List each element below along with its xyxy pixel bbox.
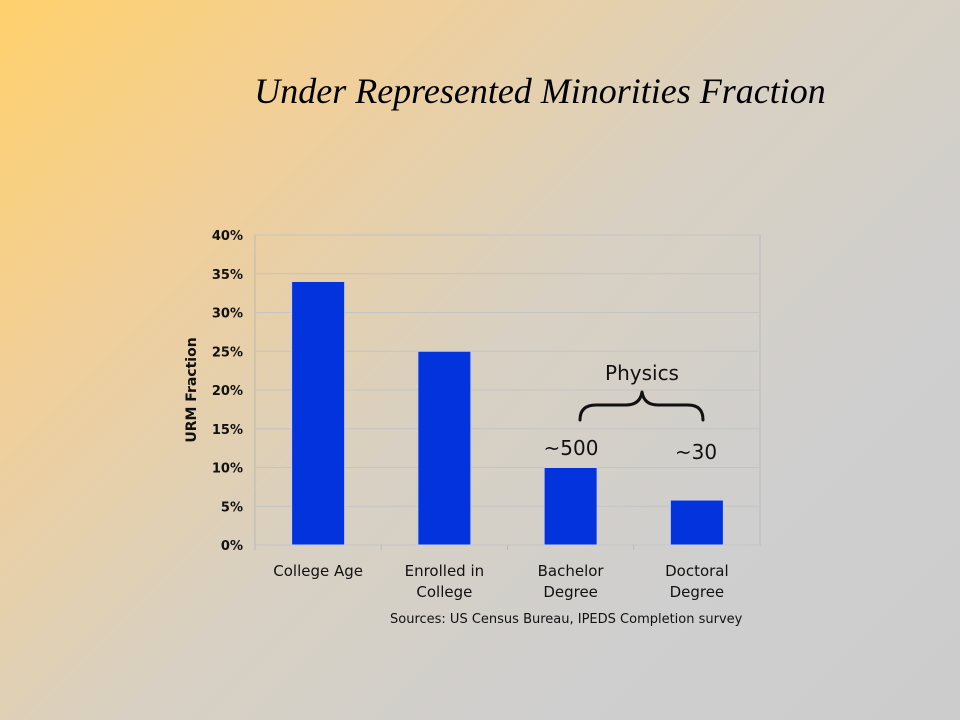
y-tick-label: 25%	[212, 345, 243, 360]
x-category-label-line: Doctoral	[665, 562, 729, 580]
y-tick-label: 20%	[212, 384, 243, 399]
x-category-label: Enrolled in College	[405, 562, 485, 601]
y-tick-label: 15%	[212, 423, 243, 438]
x-category-label: College Age	[273, 562, 363, 580]
bachelor-count-label: ~500	[544, 436, 599, 460]
x-category-label-line: Degree	[670, 583, 725, 601]
y-tick-label: 0%	[221, 539, 243, 554]
bracket-label: Physics	[605, 361, 679, 385]
doctoral-count-label: ~30	[675, 440, 717, 464]
y-tick-label: 5%	[221, 500, 243, 515]
y-tick-label: 35%	[212, 268, 243, 283]
bar	[291, 281, 346, 546]
source-note: Sources: US Census Bureau, IPEDS Complet…	[390, 612, 743, 627]
y-tick-label: 30%	[212, 307, 243, 322]
y-axis-title: URM Fraction	[184, 337, 200, 442]
slide-title: Under Represented Minorities Fraction	[254, 71, 826, 111]
x-category-label: Bachelor Degree	[538, 562, 605, 601]
bar	[543, 467, 598, 546]
x-category-label-line: College Age	[273, 562, 363, 580]
x-category-label: Doctoral Degree	[665, 562, 729, 601]
x-category-label-line: Enrolled in	[405, 562, 485, 580]
x-category-label-line: College	[416, 583, 472, 601]
y-axis-ticks: 0% 5% 10% 15% 20% 25% 30% 35% 40%	[212, 229, 243, 554]
x-category-label-line: Bachelor	[538, 562, 605, 580]
y-tick-label: 10%	[212, 462, 243, 477]
y-tick-label: 40%	[212, 229, 243, 244]
bars	[291, 281, 724, 546]
bar	[669, 499, 724, 546]
curly-brace-icon	[578, 390, 705, 422]
x-axis-labels: College Age Enrolled in College Bachelor Deg…	[254, 545, 729, 601]
bar	[417, 350, 472, 546]
x-category-label-line: Degree	[543, 583, 598, 601]
